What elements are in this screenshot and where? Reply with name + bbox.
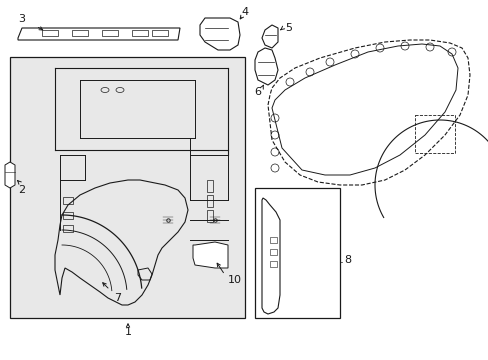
Text: 7: 7 (114, 293, 122, 303)
Bar (63, 212, 73, 219)
Bar (63, 197, 73, 204)
Bar (63, 225, 73, 232)
Text: 10: 10 (227, 275, 242, 285)
Bar (10, 57, 244, 318)
Text: 2: 2 (19, 185, 25, 195)
Bar (206, 180, 213, 192)
Text: 8: 8 (343, 255, 350, 265)
Bar (269, 237, 276, 243)
Text: 3: 3 (19, 14, 25, 24)
Text: 4: 4 (241, 7, 248, 17)
Bar (414, 115, 454, 153)
Text: 5: 5 (285, 23, 291, 33)
Bar (206, 195, 213, 207)
Polygon shape (200, 18, 240, 50)
Bar (42, 30, 58, 36)
Text: 6: 6 (254, 87, 261, 97)
Polygon shape (5, 162, 15, 188)
Polygon shape (18, 28, 180, 40)
Bar (206, 210, 213, 222)
Bar (269, 249, 276, 255)
Bar (152, 30, 168, 36)
Bar (269, 261, 276, 267)
Polygon shape (254, 48, 278, 85)
Bar (102, 30, 118, 36)
Bar (72, 30, 88, 36)
Bar (254, 188, 339, 318)
Polygon shape (262, 25, 278, 48)
Bar (132, 30, 148, 36)
Text: 1: 1 (124, 327, 131, 337)
Polygon shape (193, 242, 227, 268)
Text: 9: 9 (294, 232, 302, 242)
